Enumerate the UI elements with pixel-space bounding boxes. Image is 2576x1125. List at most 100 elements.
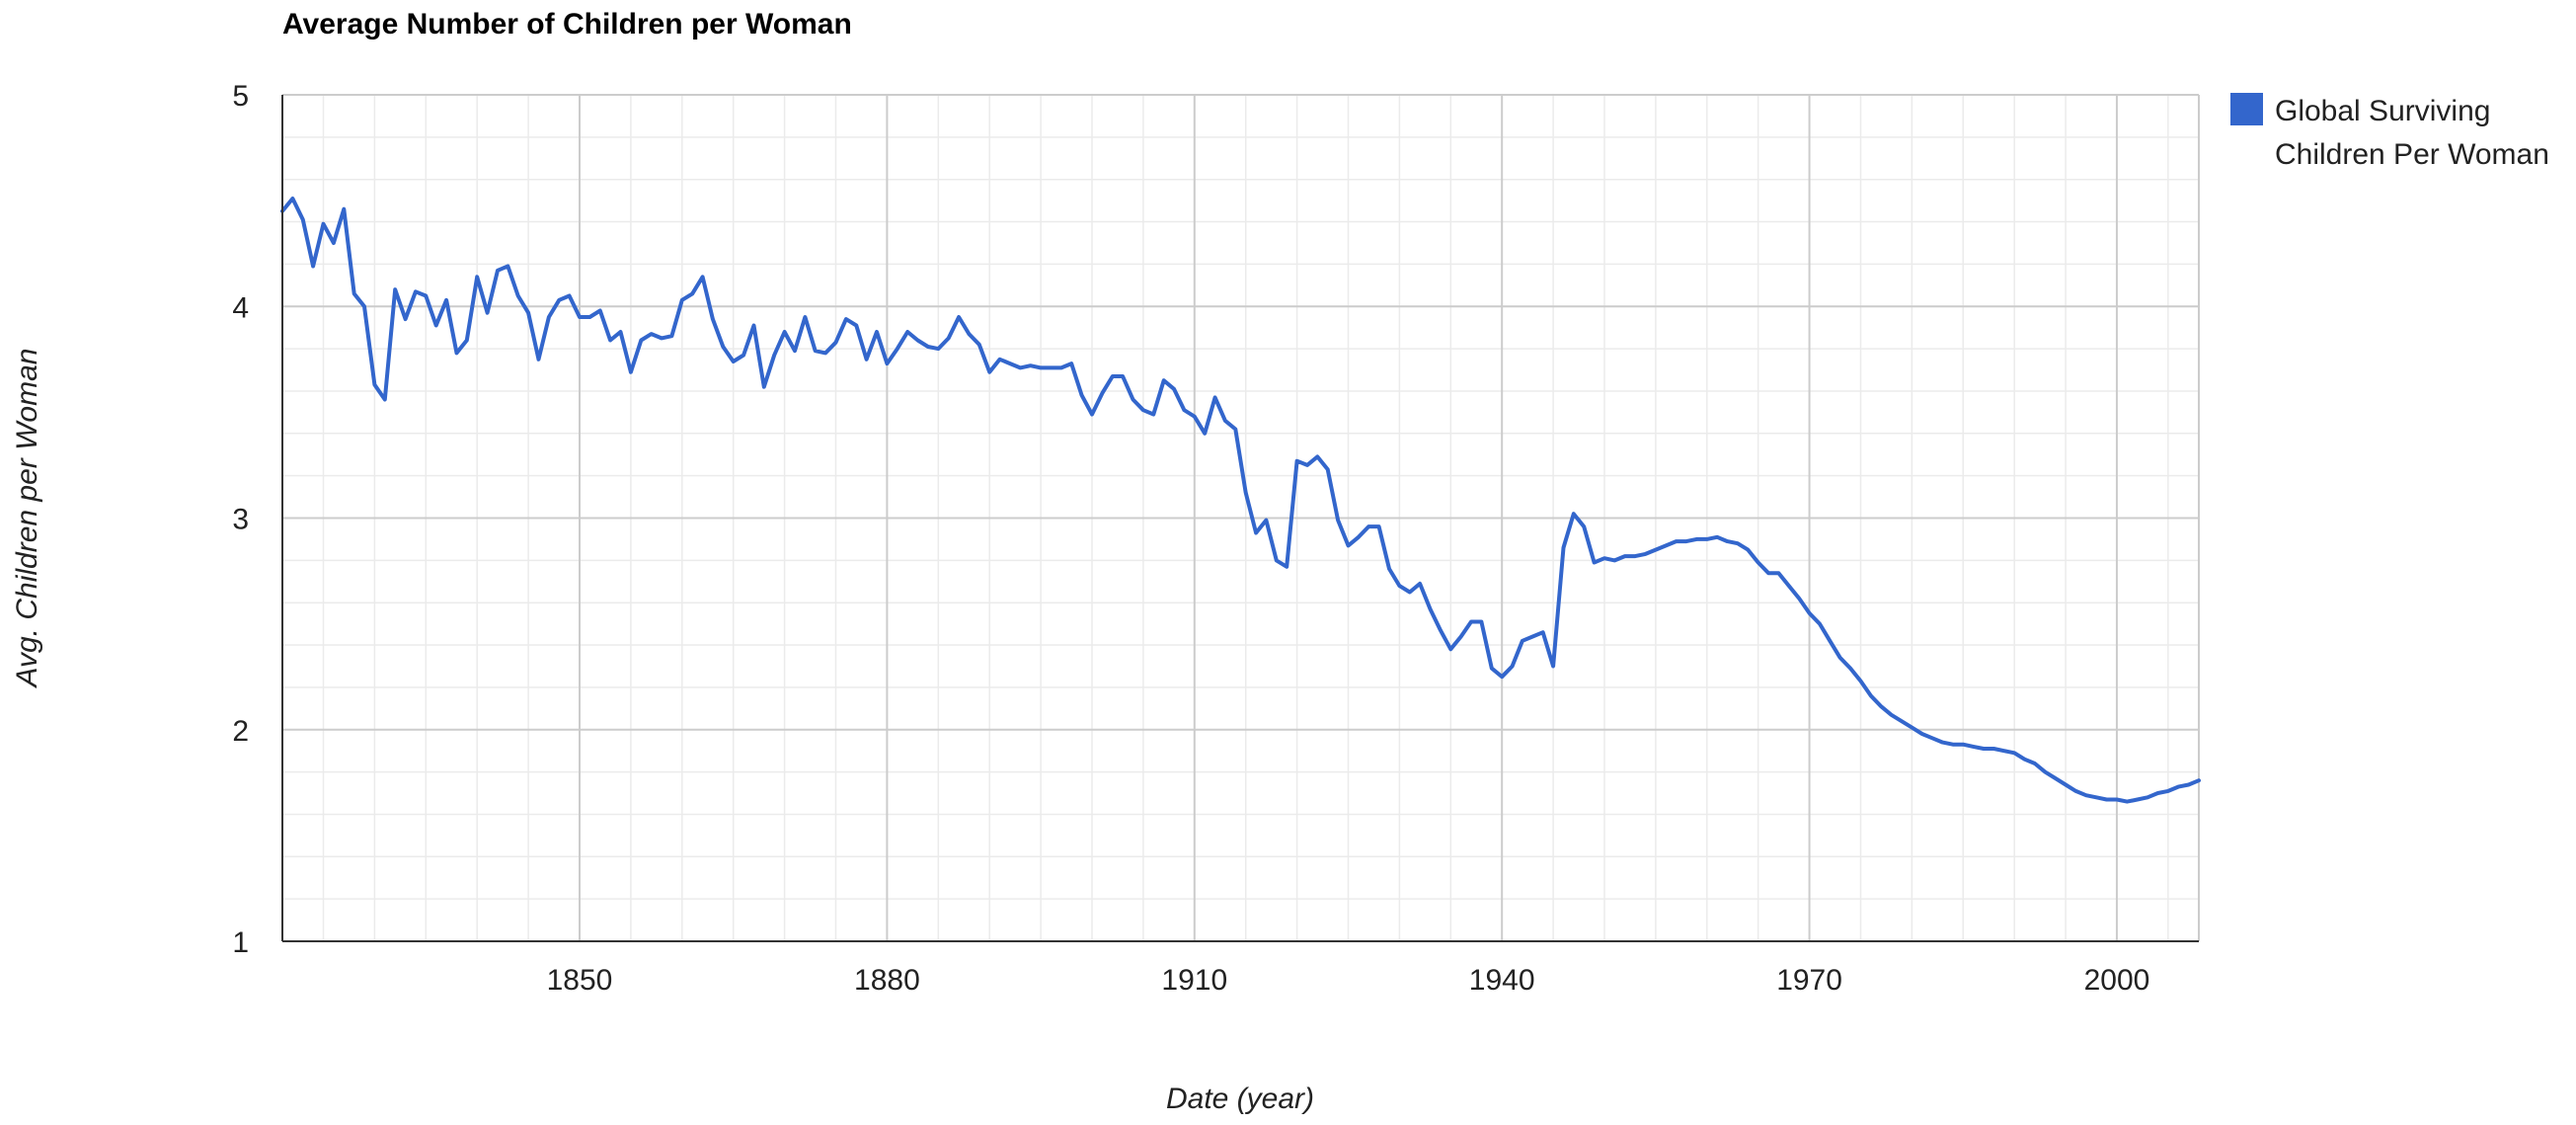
data-point[interactable]	[1068, 361, 1074, 366]
data-point[interactable]	[403, 316, 409, 322]
data-point[interactable]	[1150, 412, 1156, 418]
data-point[interactable]	[1356, 534, 1362, 540]
data-point[interactable]	[2124, 799, 2130, 805]
data-point[interactable]	[1725, 538, 1731, 544]
data-point[interactable]	[1099, 390, 1105, 396]
data-point[interactable]	[1222, 418, 1228, 424]
data-point[interactable]	[371, 382, 377, 388]
data-point[interactable]	[1540, 629, 1546, 635]
data-point[interactable]	[813, 348, 819, 354]
data-point[interactable]	[659, 335, 664, 341]
data-point[interactable]	[802, 314, 808, 320]
data-point[interactable]	[1274, 557, 1280, 563]
data-point[interactable]	[1878, 703, 1884, 709]
data-point[interactable]	[1294, 458, 1300, 464]
data-point[interactable]	[1253, 530, 1259, 536]
data-point[interactable]	[586, 314, 592, 320]
data-point[interactable]	[567, 293, 573, 299]
data-point[interactable]	[853, 323, 859, 329]
data-point[interactable]	[843, 316, 849, 322]
data-point[interactable]	[679, 297, 685, 303]
data-point[interactable]	[2175, 784, 2181, 790]
data-point[interactable]	[597, 308, 603, 314]
data-point[interactable]	[1468, 619, 1474, 625]
data-point[interactable]	[607, 338, 613, 344]
data-point[interactable]	[577, 314, 583, 320]
data-point[interactable]	[423, 293, 429, 299]
data-point[interactable]	[2063, 782, 2069, 788]
data-point[interactable]	[2196, 777, 2202, 783]
data-point[interactable]	[1263, 518, 1269, 523]
data-point[interactable]	[1243, 490, 1249, 496]
data-point[interactable]	[1529, 634, 1535, 640]
data-point[interactable]	[751, 323, 757, 329]
data-point[interactable]	[331, 240, 337, 246]
data-point[interactable]	[1346, 542, 1352, 548]
data-point[interactable]	[443, 297, 449, 303]
data-point[interactable]	[2001, 748, 2007, 754]
data-point[interactable]	[1889, 712, 1895, 718]
data-point[interactable]	[1786, 583, 1792, 589]
data-point[interactable]	[2155, 790, 2161, 796]
data-point[interactable]	[2186, 782, 2192, 788]
data-point[interactable]	[1181, 407, 1187, 413]
data-point[interactable]	[1007, 361, 1013, 366]
data-point[interactable]	[1438, 627, 1444, 633]
data-point[interactable]	[1131, 397, 1136, 403]
data-point[interactable]	[361, 303, 367, 309]
data-point[interactable]	[1058, 364, 1064, 370]
data-point[interactable]	[874, 329, 880, 335]
data-point[interactable]	[310, 264, 316, 270]
data-point[interactable]	[1140, 407, 1146, 413]
data-point[interactable]	[1017, 364, 1023, 370]
data-point[interactable]	[1674, 538, 1679, 544]
data-point[interactable]	[1510, 664, 1516, 670]
data-point[interactable]	[946, 335, 952, 341]
data-point[interactable]	[1079, 392, 1085, 398]
data-point[interactable]	[1960, 742, 1966, 748]
data-point[interactable]	[1407, 590, 1413, 596]
data-point[interactable]	[761, 384, 767, 390]
data-point[interactable]	[1417, 581, 1423, 587]
data-point[interactable]	[1325, 466, 1331, 472]
data-point[interactable]	[1919, 731, 1925, 737]
data-point[interactable]	[2022, 757, 2028, 763]
data-point[interactable]	[1202, 431, 1208, 437]
data-point[interactable]	[1991, 746, 1996, 752]
data-point[interactable]	[1837, 655, 1843, 661]
data-point[interactable]	[1366, 523, 1371, 529]
data-point[interactable]	[454, 350, 460, 356]
data-point[interactable]	[2114, 797, 2120, 803]
data-point[interactable]	[2165, 788, 2171, 794]
data-point[interactable]	[689, 290, 695, 296]
data-point[interactable]	[915, 338, 921, 344]
data-point[interactable]	[1847, 666, 1853, 672]
data-point[interactable]	[1693, 536, 1699, 542]
data-point[interactable]	[966, 331, 972, 337]
data-point[interactable]	[771, 353, 777, 359]
data-point[interactable]	[1663, 542, 1669, 548]
data-point[interactable]	[1049, 364, 1054, 370]
data-point[interactable]	[413, 288, 419, 294]
data-point[interactable]	[935, 346, 941, 352]
data-point[interactable]	[1581, 523, 1587, 529]
data-point[interactable]	[2042, 769, 2048, 775]
data-point[interactable]	[2053, 775, 2059, 781]
data-point[interactable]	[1796, 596, 1802, 602]
data-point[interactable]	[433, 323, 439, 329]
data-point[interactable]	[884, 361, 890, 366]
data-point[interactable]	[392, 286, 398, 292]
data-point[interactable]	[1868, 693, 1874, 699]
data-point[interactable]	[1714, 534, 1720, 540]
data-point[interactable]	[1899, 718, 1905, 724]
data-point[interactable]	[2032, 761, 2038, 766]
data-point[interactable]	[2011, 750, 2017, 756]
data-point[interactable]	[1622, 553, 1628, 559]
data-point[interactable]	[1775, 570, 1781, 576]
data-point[interactable]	[1571, 511, 1577, 517]
data-point[interactable]	[1950, 742, 1956, 748]
data-point[interactable]	[628, 369, 634, 375]
data-point[interactable]	[1376, 523, 1382, 529]
data-point[interactable]	[1653, 547, 1659, 553]
data-point[interactable]	[321, 221, 327, 227]
